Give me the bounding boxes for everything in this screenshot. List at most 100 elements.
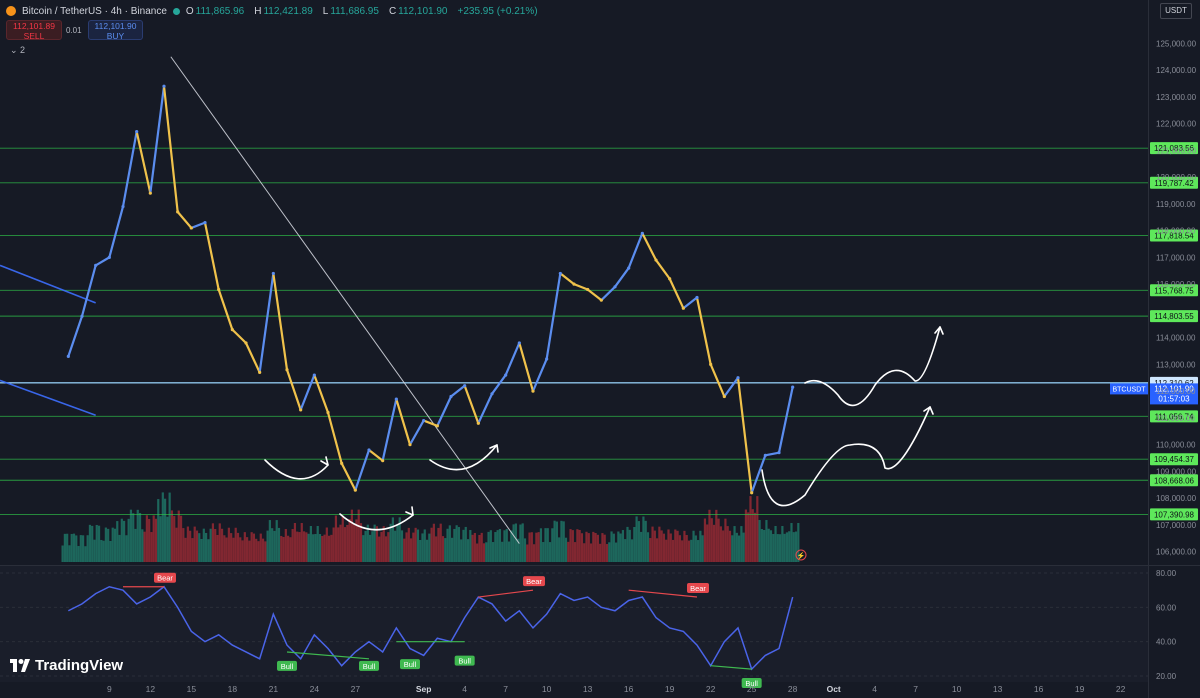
bull-divergence-badge: [400, 659, 420, 670]
price-segment: [149, 85, 166, 195]
volume-bar: [227, 527, 230, 562]
volume-bar: [369, 534, 372, 562]
volume-bar: [120, 518, 123, 562]
buy-price: 112,101.90: [94, 21, 137, 31]
volume-bar: [646, 532, 650, 562]
bull-divergence-line: [710, 665, 752, 670]
volume-bar: [170, 510, 174, 562]
volume-bar: [107, 528, 110, 562]
price-point: [531, 389, 535, 393]
volume-bar: [674, 529, 677, 562]
rsi-panel-background: [0, 566, 1148, 682]
price-point: [640, 231, 644, 235]
volume-bar: [669, 533, 672, 562]
volume-bar: [580, 533, 584, 562]
price-point: [435, 424, 439, 428]
alert-icon-glyph: ⚡: [797, 551, 806, 560]
price-segment: [477, 392, 494, 425]
volume-bar: [503, 530, 506, 562]
volume-bar: [268, 520, 271, 562]
volume-bar: [141, 529, 144, 562]
price-axis-tick-label: 106,000.00: [1156, 548, 1197, 557]
volume-bar: [548, 542, 552, 562]
bull-divergence-badge: [359, 660, 379, 671]
volume-bar: [640, 531, 643, 562]
volume-bar: [305, 532, 308, 562]
brand-name: TradingView: [35, 657, 124, 674]
tradingview-logo[interactable]: TradingView: [10, 657, 123, 674]
symbol-price-tag: [1110, 383, 1148, 395]
price-point: [258, 370, 262, 374]
close-label: C: [388, 5, 397, 17]
volume-bar: [234, 527, 237, 562]
volume-bar: [744, 509, 748, 562]
volume-bar: [173, 516, 176, 562]
time-axis-tick-label: 4: [872, 684, 877, 694]
price-point: [709, 362, 713, 366]
volume-bar: [88, 524, 92, 562]
price-point: [271, 271, 275, 276]
volume-bar: [457, 527, 461, 562]
volume-bar: [633, 526, 636, 562]
volume-bar: [82, 535, 85, 562]
volume-bar: [601, 533, 604, 562]
time-axis-tick-label: 10: [952, 684, 962, 694]
price-segment: [709, 363, 726, 398]
volume-bar: [359, 523, 363, 562]
volume-bar: [91, 525, 94, 562]
volume-bar: [148, 519, 151, 562]
volume-bar: [396, 524, 399, 562]
volume-bar: [681, 540, 684, 562]
price-axis-tick-label: 117,000.00: [1156, 253, 1196, 262]
price-segment: [408, 419, 425, 446]
indicators-collapse-toggle[interactable]: ⌄ 2: [10, 45, 26, 55]
volume-bar: [747, 512, 750, 562]
price-segment: [422, 419, 439, 427]
volume-bar: [193, 526, 196, 562]
volume-bar: [161, 492, 164, 562]
volume-bar: [289, 537, 292, 562]
alert-icon[interactable]: [795, 549, 807, 561]
volume-bar: [797, 523, 800, 562]
volume-bar: [599, 543, 602, 562]
level-price-badge: [1150, 142, 1198, 155]
volume-bar: [437, 527, 440, 562]
price-segment: [285, 368, 302, 411]
level-price-badge: [1150, 453, 1198, 466]
price-point: [668, 277, 672, 281]
volume-bar: [93, 539, 96, 562]
close-value: 112,101.90: [398, 5, 448, 17]
volume-bar: [507, 541, 511, 562]
volume-bar: [501, 541, 504, 562]
sell-button[interactable]: 112,101.89 SELL: [6, 20, 62, 40]
volume-bar: [510, 530, 513, 562]
volume-bar: [416, 529, 420, 562]
volume-bar: [318, 534, 322, 562]
sell-price: 112,101.89: [13, 21, 55, 31]
projection-arrow: [264, 459, 329, 480]
time-axis-tick-label: 24: [310, 684, 320, 694]
volume-bar: [309, 526, 312, 562]
price-point: [777, 451, 781, 455]
price-segment: [695, 296, 712, 366]
volume-bar: [685, 535, 688, 562]
volume-bar: [528, 532, 531, 562]
symbol-title[interactable]: Bitcoin / TetherUS · 4h · Binance: [22, 5, 167, 17]
rsi-axis-tick-label: 80.00: [1156, 569, 1177, 578]
volume-bar: [551, 528, 554, 562]
volume-bar: [519, 524, 522, 562]
currency-button[interactable]: USDT: [1160, 3, 1192, 19]
volume-bar: [343, 527, 347, 562]
volume-bar: [783, 533, 786, 562]
bear-divergence-label: Bear: [157, 574, 173, 583]
volume-bar: [769, 530, 773, 562]
volume-bar: [562, 521, 565, 562]
volume-bar: [218, 523, 221, 562]
price-point: [791, 385, 795, 389]
price-point: [572, 282, 576, 286]
buy-button[interactable]: 112,101.90 BUY: [88, 20, 143, 40]
volume-bar: [362, 535, 365, 562]
volume-bar: [387, 532, 390, 562]
price-point: [80, 314, 84, 318]
